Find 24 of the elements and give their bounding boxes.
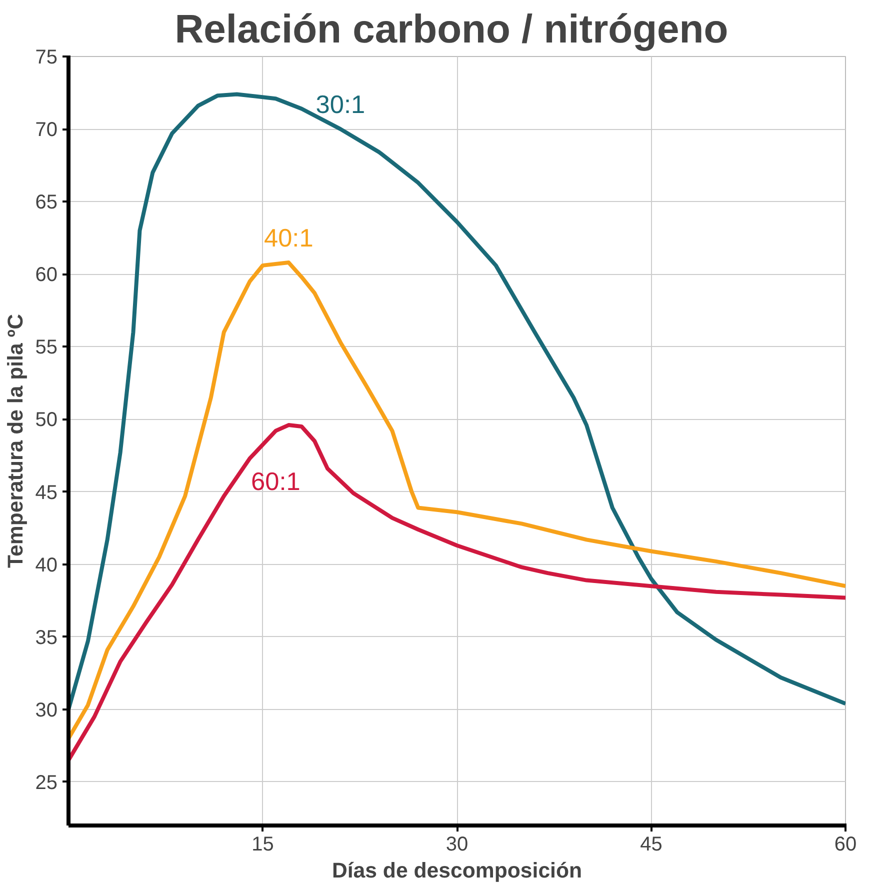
y-axis-title: Temperatura de la pila ºC xyxy=(3,314,28,568)
y-tick-label: 50 xyxy=(35,409,58,432)
x-tick-label: 60 xyxy=(834,834,857,856)
y-tick-label: 60 xyxy=(35,264,58,286)
y-tick-label: 25 xyxy=(35,772,58,794)
y-tick-label: 65 xyxy=(35,192,58,214)
x-tick-label: 15 xyxy=(252,834,274,856)
y-tick-label: 70 xyxy=(35,119,58,142)
series-label: 40:1 xyxy=(264,224,314,253)
y-tick-label: 45 xyxy=(35,482,58,504)
y-tick-label: 55 xyxy=(35,336,58,359)
line-series xyxy=(68,423,846,762)
x-axis-title: Días de descomposición xyxy=(332,858,582,882)
x-tick-label: 30 xyxy=(446,834,468,856)
line-series xyxy=(68,260,846,740)
y-tick-label: 30 xyxy=(35,699,58,722)
y-tick-label: 40 xyxy=(35,554,58,576)
y-tick-label: 35 xyxy=(35,626,58,649)
series-label: 60:1 xyxy=(251,468,300,496)
chart-title: Relación carbono / nitrógeno xyxy=(174,8,728,52)
line-series xyxy=(68,92,846,712)
series-label: 30:1 xyxy=(316,91,366,120)
y-tick-label: 75 xyxy=(35,46,58,68)
x-tick-label: 45 xyxy=(640,834,662,856)
